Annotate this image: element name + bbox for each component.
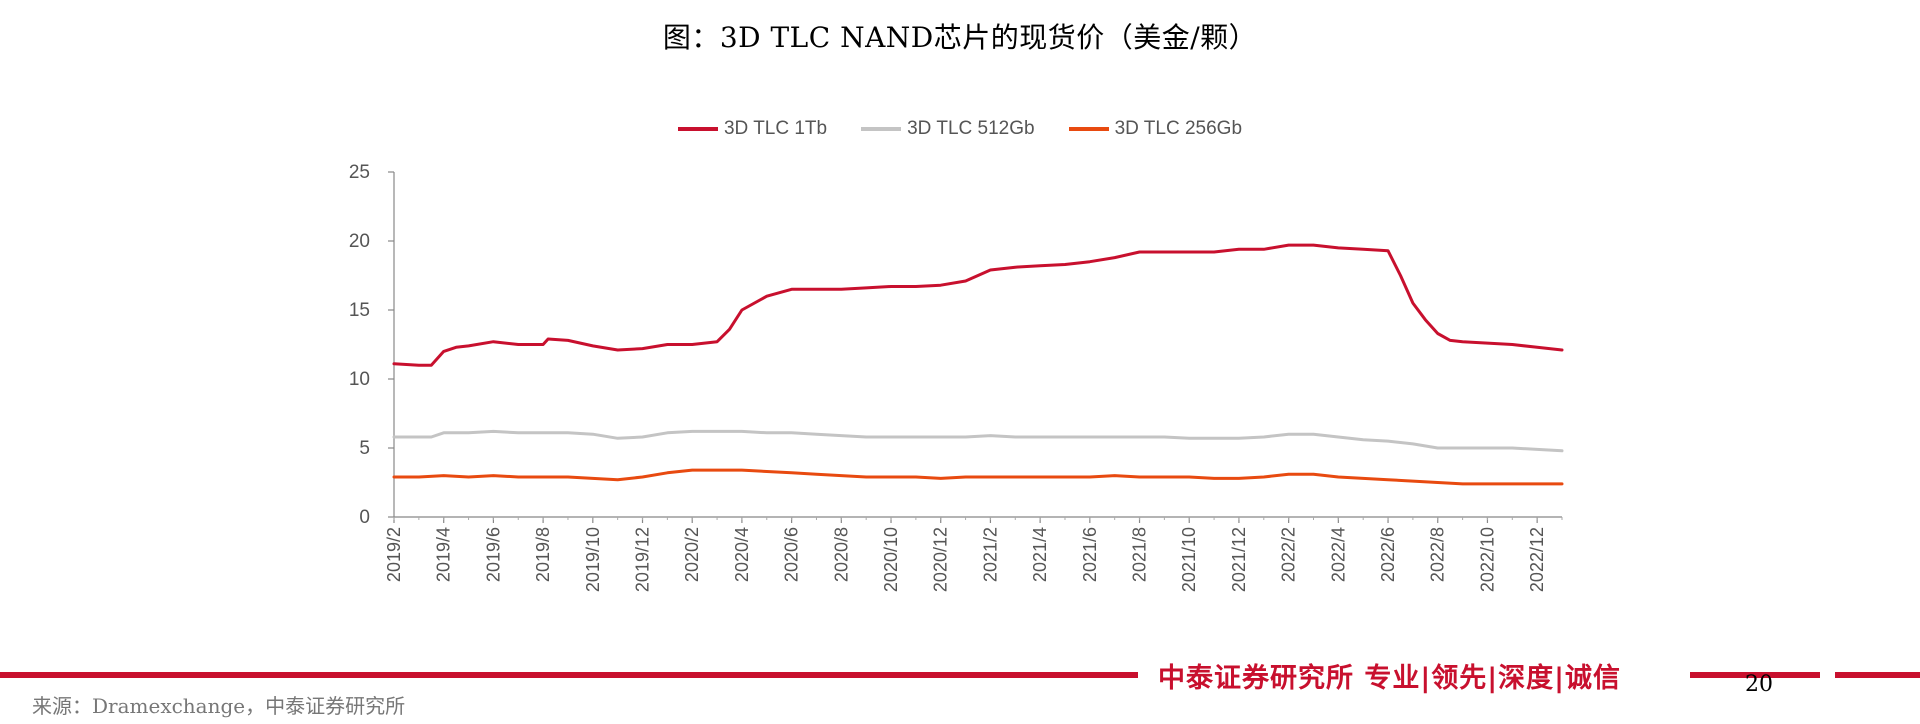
legend-label-1tb: 3D TLC 1Tb (723, 118, 828, 139)
legend-item-512gb: 3D TLC 512Gb (861, 118, 1035, 140)
y-tick-label: 0 (359, 507, 370, 528)
series-line-3d-tlc-512gb (392, 429, 1564, 453)
x-tick-label: 2019/6 (483, 527, 503, 582)
x-tick-label: 2021/6 (1080, 527, 1100, 582)
x-tick-label: 2021/12 (1229, 527, 1249, 592)
legend-swatch-256gb (1068, 127, 1109, 131)
x-tick-label: 2021/2 (980, 527, 1000, 582)
series-line-3d-tlc-1tb (392, 243, 1564, 367)
chart-legend: 3D TLC 1Tb 3D TLC 512Gb 3D TLC 256Gb (0, 118, 1920, 140)
x-tick-label: 2020/4 (732, 527, 752, 582)
series-line-3d-tlc-256gb (392, 468, 1564, 486)
x-tick-label: 2021/8 (1130, 527, 1150, 582)
x-tick-label: 2022/10 (1477, 527, 1497, 592)
legend-swatch-1tb (677, 127, 718, 131)
x-tick-label: 2019/4 (434, 527, 454, 582)
x-tick-label: 2022/8 (1428, 527, 1448, 582)
x-tick-label: 2019/2 (384, 527, 404, 582)
y-tick-label: 10 (349, 369, 370, 390)
x-tick-label: 2021/4 (1030, 527, 1050, 582)
x-tick-label: 2022/6 (1378, 527, 1398, 582)
x-tick-label: 2020/10 (881, 527, 901, 592)
y-tick-label: 25 (349, 162, 370, 183)
x-tick-label: 2022/4 (1328, 527, 1348, 582)
legend-item-1tb: 3D TLC 1Tb (677, 118, 828, 140)
x-tick-label: 2020/2 (682, 527, 702, 582)
x-tick-label: 2019/10 (583, 527, 603, 592)
footer-divider-right (1835, 672, 1920, 678)
y-tick-label: 20 (349, 231, 370, 252)
y-tick-label: 15 (349, 300, 370, 321)
x-tick-label: 2020/12 (931, 527, 951, 592)
footer-divider-left (0, 672, 1138, 678)
x-tick-label: 2020/8 (831, 527, 851, 582)
x-tick-label: 2020/6 (782, 527, 802, 582)
line-chart: 0 5 10 15 20 25 2019/2 2019/4 2019/6 2019/8 2019/1… (349, 162, 1564, 592)
legend-label-256gb: 3D TLC 256Gb (1114, 118, 1243, 139)
legend-label-512gb: 3D TLC 512Gb (907, 118, 1035, 139)
x-tick-label: 2019/8 (533, 527, 553, 582)
legend-item-256gb: 3D TLC 256Gb (1068, 118, 1243, 140)
footer-divider-mid (1690, 672, 1820, 678)
y-tick-label: 5 (359, 438, 370, 459)
page-number: 20 (1745, 672, 1773, 697)
source-note: 来源：Dramexchange，中泰证券研究所 (32, 694, 406, 718)
page-title: 图：3D TLC NAND芯片的现货价（美金/颗） (662, 21, 1258, 54)
x-tick-label: 2019/12 (633, 527, 653, 592)
x-tick-label: 2022/2 (1279, 527, 1299, 582)
footer-slogan: 中泰证券研究所 专业|领先|深度|诚信 (1158, 663, 1621, 694)
x-tick-label: 2021/10 (1179, 527, 1199, 592)
x-tick-label: 2022/12 (1527, 527, 1547, 592)
legend-swatch-512gb (861, 127, 902, 131)
